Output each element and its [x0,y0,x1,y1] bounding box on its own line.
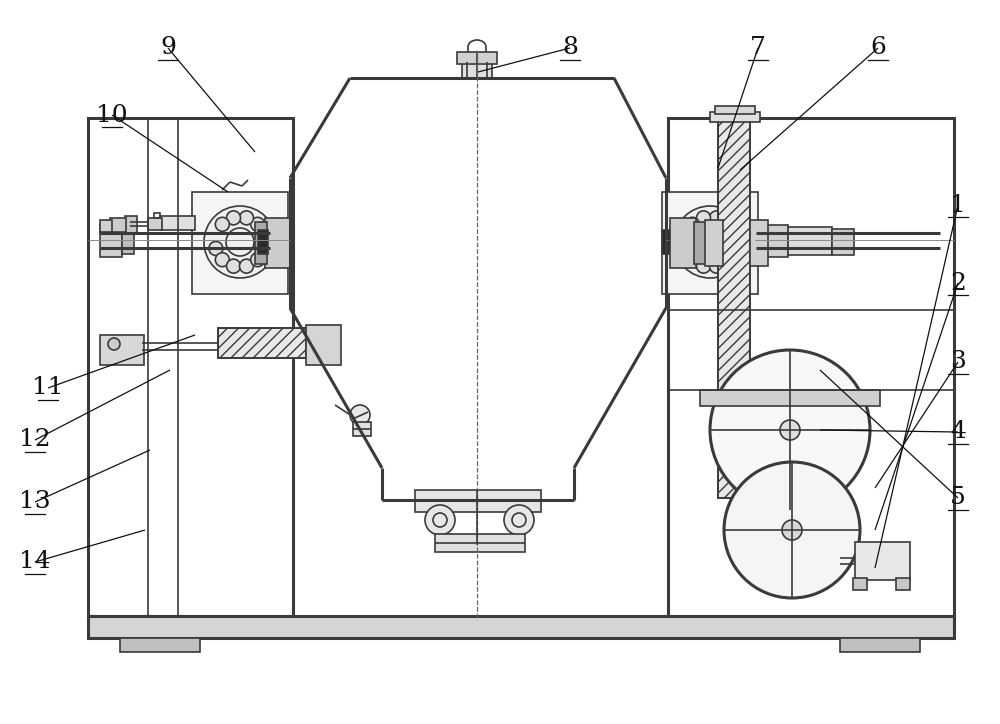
Bar [192,192,288,294]
Circle shape [227,259,241,273]
Bar [88,616,954,638]
Bar [832,229,854,255]
Circle shape [709,211,723,225]
Circle shape [108,338,120,350]
Circle shape [780,420,800,440]
Circle shape [710,350,870,510]
Bar [668,118,954,616]
Text: 8: 8 [562,36,578,59]
Bar [855,542,910,580]
Circle shape [724,462,860,598]
Circle shape [709,259,723,273]
Bar [896,578,910,590]
Bar [462,62,492,78]
Bar [122,228,134,254]
Circle shape [204,206,276,278]
Bar [100,225,122,257]
Bar [750,220,768,266]
Circle shape [350,405,370,425]
Bar [756,225,788,257]
Circle shape [215,217,229,232]
Text: 9: 9 [160,36,176,59]
Bar [457,52,497,64]
Bar [700,390,880,406]
Circle shape [239,211,253,225]
Bar [705,220,723,266]
Circle shape [727,229,741,243]
Bar [100,220,112,232]
Text: 2: 2 [950,272,966,295]
Bar [694,222,706,264]
Bar [258,230,268,254]
Bar [715,106,755,114]
Circle shape [685,217,699,232]
Circle shape [425,505,455,535]
Text: 5: 5 [950,487,966,510]
Bar [125,216,137,234]
Bar [662,192,758,294]
Circle shape [685,253,699,266]
Circle shape [674,206,746,278]
Circle shape [251,217,265,232]
Circle shape [697,211,711,225]
Bar [88,118,293,616]
Circle shape [239,259,253,273]
Circle shape [782,520,802,540]
Text: 1: 1 [950,193,966,216]
Bar [100,335,144,365]
Circle shape [697,259,711,273]
Bar [415,490,541,512]
Circle shape [209,242,223,256]
Bar [120,638,200,652]
Bar [218,328,306,358]
Circle shape [215,253,229,266]
Text: 4: 4 [950,421,966,444]
Circle shape [679,242,693,256]
Bar [154,213,160,218]
Bar [435,534,525,552]
Circle shape [504,505,534,535]
Circle shape [227,211,241,225]
Bar [160,216,195,230]
Text: 10: 10 [96,104,128,127]
Bar [218,328,306,358]
Circle shape [257,229,271,243]
Text: 12: 12 [19,429,51,452]
Text: 13: 13 [19,490,51,513]
Bar [788,227,832,255]
Text: 7: 7 [750,36,766,59]
Text: 11: 11 [32,376,64,400]
Bar [718,118,750,498]
Bar [148,218,162,230]
Circle shape [721,253,735,266]
Text: 14: 14 [19,550,51,573]
Text: 6: 6 [870,36,886,59]
Text: 3: 3 [950,350,966,374]
Bar [110,218,126,232]
Circle shape [251,253,265,266]
Bar [670,218,696,268]
Bar [265,218,291,268]
Bar [255,222,267,264]
Bar [710,112,760,122]
Bar [853,578,867,590]
Bar [840,638,920,652]
Circle shape [721,217,735,232]
Bar [662,230,672,254]
Bar [306,325,341,365]
Bar [353,422,371,436]
Bar [718,118,750,498]
